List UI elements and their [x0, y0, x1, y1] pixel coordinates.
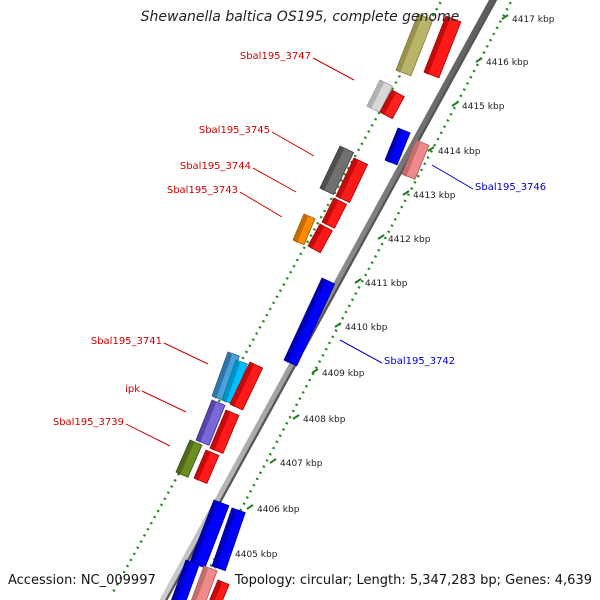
leader-line: [239, 191, 283, 218]
gene-block-red: [307, 223, 333, 254]
tick-mark: [354, 278, 362, 284]
tick-mark: [427, 146, 435, 152]
leader-line: [252, 167, 297, 193]
gene-block-olive: [395, 13, 434, 77]
genes: [171, 13, 462, 600]
gene-block-olivegreen: [175, 439, 203, 478]
tick-mark: [311, 368, 319, 374]
gene-block-pink: [191, 565, 218, 600]
gene-block-steelblue: [211, 351, 240, 401]
tick-label: 4412 kbp: [388, 235, 431, 245]
gene-label[interactable]: Sbal195_3743: [167, 185, 238, 196]
gene-label[interactable]: Sbal195_3745: [199, 125, 270, 136]
gene-block-blue: [189, 499, 230, 569]
tick-mark: [334, 322, 342, 328]
tick-label: 4405 kbp: [235, 550, 278, 560]
tick-label: 4411 kbp: [365, 279, 408, 289]
tick-mark: [475, 57, 483, 63]
topology-text: Topology: circular; Length: 5,347,283 bp…: [234, 573, 592, 588]
tick-label: 4406 kbp: [257, 505, 300, 515]
genome-title: Shewanella baltica OS195, complete genom…: [140, 9, 460, 25]
leader-line: [125, 423, 171, 447]
accession-text: Accession: NC_009997: [8, 573, 156, 588]
leader-line: [312, 57, 355, 81]
gene-label[interactable]: Sbal195_3741: [91, 336, 162, 347]
gene-block-red: [379, 89, 405, 120]
tick-mark: [377, 234, 385, 240]
tick-label: 4417 kbp: [512, 15, 555, 25]
gene-label[interactable]: Sbal195_3742: [384, 356, 455, 367]
gene-block-red: [193, 449, 220, 485]
leader-line: [431, 164, 474, 190]
gene-block-blue: [384, 127, 411, 166]
gene-block-red: [321, 197, 348, 229]
tick-label: 4408 kbp: [303, 415, 346, 425]
tick-mark: [451, 101, 459, 107]
kbp-ticks: 4405 kbp 4406 kbp 4407 kbp 4408 kbp 4409 kbp…: [224, 14, 555, 560]
gene-label[interactable]: Sbal195_3744: [180, 161, 251, 172]
gene-block-red: [335, 157, 369, 203]
tick-label: 4415 kbp: [462, 102, 505, 112]
tick-label: 4414 kbp: [438, 147, 481, 157]
leader-line: [163, 342, 209, 365]
gene-block-blue: [283, 277, 336, 367]
gene-label[interactable]: Sbal195_3746: [475, 182, 546, 193]
gene-block-blue: [211, 507, 246, 572]
tick-mark: [246, 504, 254, 510]
gene-labels: Sbal195_3747 Sbal195_3745 Sbal195_3744 Sbal…: [53, 51, 546, 447]
tick-label: 4407 kbp: [280, 459, 323, 469]
gene-block-blue: [171, 559, 200, 600]
gene-block-red: [229, 361, 264, 411]
gene-block-pink: [401, 139, 430, 180]
leader-line: [141, 390, 187, 413]
gene-block-darkgray: [319, 145, 355, 195]
tick-label: 4416 kbp: [486, 58, 529, 68]
gene-block-red: [423, 15, 462, 79]
gene-label[interactable]: ipk: [125, 384, 140, 395]
tick-label: 4413 kbp: [413, 191, 456, 201]
gene-block-red: [209, 409, 240, 454]
gene-block-cyan: [221, 359, 248, 405]
gene-label[interactable]: Sbal195_3739: [53, 417, 124, 428]
outer-dotted-guide: [194, 0, 514, 595]
tick-mark: [402, 190, 410, 196]
gene-block-gray: [366, 79, 394, 113]
gene-block-red: [209, 579, 230, 600]
tick-mark: [501, 14, 509, 20]
gene-block-purple: [195, 399, 226, 446]
leader-line: [271, 131, 315, 157]
gene-label[interactable]: Sbal195_3747: [240, 51, 311, 62]
tick-label: 4410 kbp: [345, 323, 388, 333]
tick-mark: [269, 458, 277, 464]
tick-label: 4409 kbp: [322, 369, 365, 379]
gene-block-orange: [292, 213, 316, 246]
leader-line: [339, 339, 383, 364]
tick-mark: [292, 414, 300, 420]
